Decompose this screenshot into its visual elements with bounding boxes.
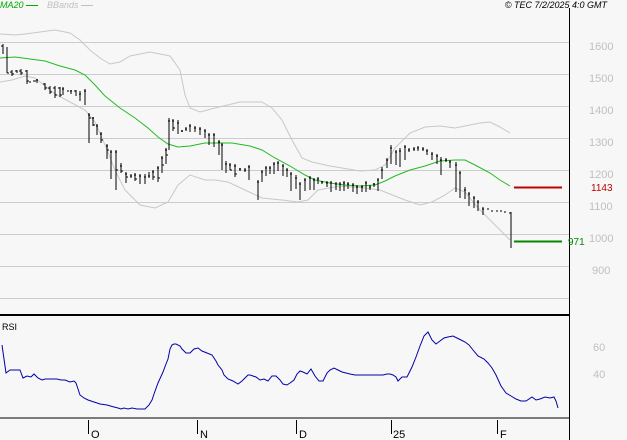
legend-ma20-swatch — [25, 5, 38, 7]
price-tick-1100: 1100 — [589, 201, 613, 213]
rsi-tick-40: 40 — [593, 369, 605, 381]
price-tick-1500: 1500 — [589, 73, 613, 85]
price-y-axis: 1600 1500 1400 1300 1200 1100 1000 900 — [589, 41, 613, 277]
svg-text:RSI: RSI — [2, 322, 17, 332]
price-tick-1400: 1400 — [589, 105, 613, 117]
legend-bbands-swatch — [80, 5, 93, 7]
support-label: 971 — [568, 237, 585, 248]
copyright-timestamp: © TEC 7/2/2025 4:0 GMT — [504, 0, 607, 10]
svg-text:1400: 1400 — [589, 105, 613, 117]
svg-text:F: F — [500, 429, 507, 440]
legend-ma20: MA20 — [0, 0, 24, 10]
price-tick-1000: 1000 — [589, 233, 613, 245]
price-gridlines — [0, 42, 569, 299]
svg-text:D: D — [299, 429, 307, 440]
svg-text:1600: 1600 — [589, 41, 613, 53]
svg-text:900: 900 — [592, 265, 610, 277]
x-tick-feb: F — [500, 429, 507, 440]
x-tick-oct: O — [91, 429, 100, 440]
svg-text:971: 971 — [568, 237, 585, 248]
x-tick-2025: 25 — [393, 429, 405, 440]
rsi-tick-60: 60 — [593, 342, 605, 354]
svg-text:40: 40 — [593, 369, 605, 381]
resistance-label: 1143 — [591, 183, 613, 194]
x-axis — [88, 420, 498, 434]
svg-text:1100: 1100 — [589, 201, 613, 213]
legend-bbands: BBands — [47, 0, 79, 10]
svg-text:60: 60 — [593, 342, 605, 354]
price-tick-900: 900 — [592, 265, 610, 277]
bbands-lower-line — [0, 75, 511, 241]
svg-text:25: 25 — [393, 429, 405, 440]
svg-text:1500: 1500 — [589, 73, 613, 85]
svg-text:1143: 1143 — [591, 183, 613, 194]
svg-text:1000: 1000 — [589, 233, 613, 245]
svg-text:1300: 1300 — [589, 137, 613, 149]
bbands-upper-line — [0, 29, 511, 172]
chart-legend: MA20 BBands — [0, 0, 93, 10]
price-tick-1300: 1300 — [589, 137, 613, 149]
svg-text:1200: 1200 — [589, 169, 613, 181]
rsi-title: RSI — [2, 322, 17, 332]
svg-text:O: O — [91, 429, 100, 440]
svg-text:N: N — [200, 429, 208, 440]
price-tick-1200: 1200 — [589, 169, 613, 181]
rsi-line — [1, 331, 559, 410]
price-tick-1600: 1600 — [589, 41, 613, 53]
x-tick-dec: D — [299, 429, 307, 440]
ohlc-bars — [1, 44, 512, 248]
x-tick-nov: N — [200, 429, 208, 440]
ma20-line — [0, 56, 511, 187]
